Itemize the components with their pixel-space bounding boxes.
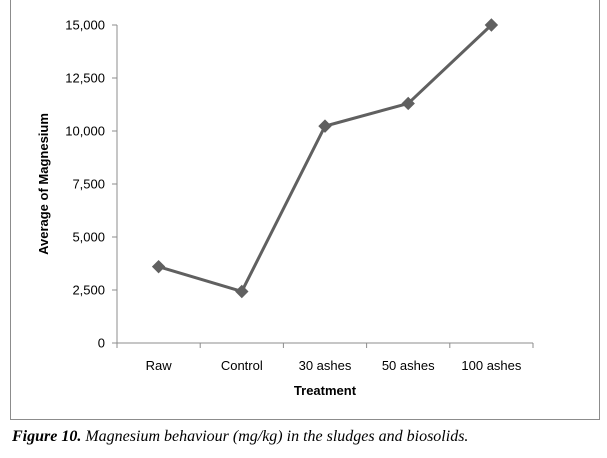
axes-layer (116, 25, 533, 344)
line-chart: 0 2,500 5,000 7,500 10,000 12,500 15,000 Raw Co… (36, 18, 534, 398)
series-layer (151, 18, 499, 299)
data-point-marker (235, 284, 249, 299)
x-axis-title: Treatment (294, 383, 357, 398)
x-tick-label: Raw (146, 358, 173, 373)
data-point-marker (151, 259, 166, 274)
figure-caption-text: Magnesium behaviour (mg/kg) in the sludg… (81, 428, 469, 445)
x-tick-label: 50 ashes (382, 358, 435, 373)
y-tick-label: 2,500 (72, 283, 105, 298)
y-tick-label: 12,500 (65, 71, 105, 86)
data-point-marker (484, 18, 499, 32)
y-tick-label: 0 (98, 336, 105, 351)
y-axis-title: Average of Magnesium (36, 113, 51, 255)
x-ticks-layer: Raw Control 30 ashes 50 ashes 100 ashes (116, 343, 534, 373)
y-tick-label: 7,500 (72, 177, 105, 192)
x-tick-label: 30 ashes (299, 358, 352, 373)
x-tick-label: 100 ashes (461, 358, 521, 373)
series-line (158, 23, 493, 293)
x-tick-label: Control (221, 358, 263, 373)
y-ticks-layer: 0 2,500 5,000 7,500 10,000 12,500 15,000 (65, 18, 117, 351)
data-point-marker (401, 96, 415, 111)
data-point-marker (318, 119, 332, 133)
y-tick-label: 5,000 (72, 230, 105, 245)
y-tick-label: 15,000 (65, 18, 105, 33)
chart-frame (10, 0, 600, 420)
figure-caption: Figure 10. Magnesium behaviour (mg/kg) i… (12, 428, 602, 446)
figure-label: Figure 10. (12, 428, 82, 445)
y-tick-label: 10,000 (65, 124, 105, 139)
